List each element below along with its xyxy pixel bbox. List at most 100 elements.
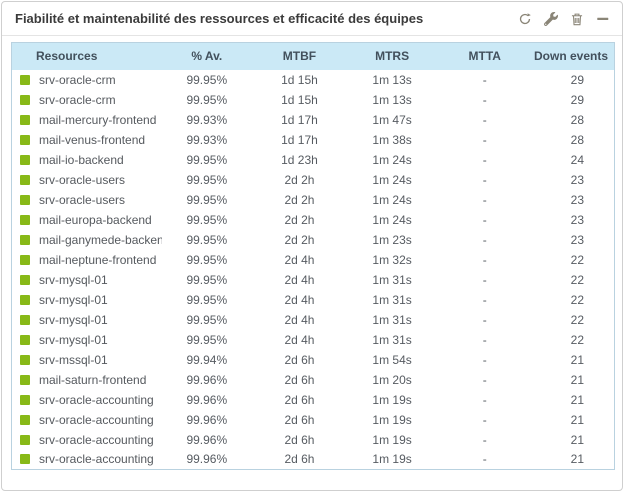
status-ok-icon bbox=[20, 154, 30, 165]
status-ok-icon bbox=[20, 174, 30, 185]
down-events-value: 22 bbox=[532, 329, 615, 350]
resource-name: srv-mysql-01 bbox=[39, 312, 108, 327]
table-row[interactable]: mail-venus-frontend 99.93% 1d 17h 1m 38s… bbox=[11, 129, 615, 150]
availability-value: 99.95% bbox=[161, 229, 252, 250]
table-row[interactable]: srv-oracle-accounting 99.96% 2d 6h 1m 19… bbox=[11, 409, 615, 430]
table-row[interactable]: mail-mercury-frontend 99.93% 1d 17h 1m 4… bbox=[11, 109, 615, 130]
mtrs-value: 1m 24s bbox=[347, 149, 438, 170]
table-header: Resources % Av. MTBF MTRS MTTA Down even… bbox=[11, 42, 615, 70]
table-row[interactable]: srv-mysql-01 99.95% 2d 4h 1m 31s - 22 bbox=[11, 289, 615, 310]
column-header-availability[interactable]: % Av. bbox=[161, 42, 252, 70]
mtrs-value: 1m 19s bbox=[347, 409, 438, 430]
mtrs-value: 1m 24s bbox=[347, 189, 438, 210]
down-events-value: 28 bbox=[532, 109, 615, 130]
table-row[interactable]: srv-oracle-crm 99.95% 1d 15h 1m 13s - 29 bbox=[11, 89, 615, 110]
availability-value: 99.93% bbox=[161, 129, 252, 150]
mtrs-value: 1m 24s bbox=[347, 169, 438, 190]
status-ok-icon bbox=[20, 434, 30, 445]
down-events-value: 29 bbox=[532, 89, 615, 110]
down-events-value: 24 bbox=[532, 149, 615, 170]
resource-name: mail-io-backend bbox=[39, 152, 124, 167]
mtbf-value: 2d 2h bbox=[251, 209, 348, 230]
column-header-mtrs[interactable]: MTRS bbox=[347, 42, 438, 70]
resource-name: srv-oracle-users bbox=[39, 172, 126, 187]
table-row[interactable]: mail-neptune-frontend 99.95% 2d 4h 1m 32… bbox=[11, 249, 615, 270]
table-row[interactable]: srv-mysql-01 99.95% 2d 4h 1m 31s - 22 bbox=[11, 309, 615, 330]
availability-value: 99.93% bbox=[161, 109, 252, 130]
mtbf-value: 2d 2h bbox=[251, 189, 348, 210]
mtrs-value: 1m 13s bbox=[347, 69, 438, 90]
availability-value: 99.96% bbox=[161, 429, 252, 450]
mtrs-value: 1m 54s bbox=[347, 349, 438, 370]
mtrs-value: 1m 19s bbox=[347, 449, 438, 470]
mtta-value: - bbox=[437, 409, 533, 430]
mtta-value: - bbox=[437, 209, 533, 230]
resource-name: mail-europa-backend bbox=[39, 212, 152, 227]
collapse-icon[interactable] bbox=[595, 11, 610, 26]
resource-name: mail-venus-frontend bbox=[39, 132, 146, 147]
table-row[interactable]: srv-mysql-01 99.95% 2d 4h 1m 31s - 22 bbox=[11, 329, 615, 350]
column-header-down-events[interactable]: Down events bbox=[532, 42, 615, 70]
availability-value: 99.95% bbox=[161, 209, 252, 230]
wrench-icon[interactable] bbox=[543, 11, 558, 26]
mtbf-value: 2d 4h bbox=[251, 289, 348, 310]
table-row[interactable]: mail-europa-backend 99.95% 2d 2h 1m 24s … bbox=[11, 209, 615, 230]
mtta-value: - bbox=[437, 129, 533, 150]
mtta-value: - bbox=[437, 329, 533, 350]
mtta-value: - bbox=[437, 249, 533, 270]
table-row[interactable]: mail-saturn-frontend 99.96% 2d 6h 1m 20s… bbox=[11, 369, 615, 390]
table-row[interactable]: srv-mysql-01 99.95% 2d 4h 1m 31s - 22 bbox=[11, 269, 615, 290]
status-ok-icon bbox=[20, 214, 30, 225]
resource-name: mail-saturn-frontend bbox=[39, 372, 147, 387]
column-header-mtbf[interactable]: MTBF bbox=[251, 42, 348, 70]
widget-header: Fiabilité et maintenabilité des ressourc… bbox=[2, 2, 622, 36]
down-events-value: 21 bbox=[532, 449, 615, 470]
availability-value: 99.95% bbox=[161, 249, 252, 270]
status-ok-icon bbox=[20, 334, 30, 345]
down-events-value: 28 bbox=[532, 129, 615, 150]
mtrs-value: 1m 13s bbox=[347, 89, 438, 110]
table-row[interactable]: srv-oracle-accounting 99.96% 2d 6h 1m 19… bbox=[11, 389, 615, 410]
table-row[interactable]: srv-oracle-users 99.95% 2d 2h 1m 24s - 2… bbox=[11, 169, 615, 190]
table-row[interactable]: srv-oracle-accounting 99.96% 2d 6h 1m 19… bbox=[11, 429, 615, 450]
column-header-resources[interactable]: Resources bbox=[11, 42, 162, 70]
resource-name: mail-mercury-frontend bbox=[39, 112, 157, 127]
down-events-value: 23 bbox=[532, 189, 615, 210]
mtta-value: - bbox=[437, 69, 533, 90]
mtrs-value: 1m 47s bbox=[347, 109, 438, 130]
table-row[interactable]: srv-oracle-crm 99.95% 1d 15h 1m 13s - 29 bbox=[11, 69, 615, 90]
mtbf-value: 2d 6h bbox=[251, 349, 348, 370]
down-events-value: 21 bbox=[532, 389, 615, 410]
down-events-value: 21 bbox=[532, 349, 615, 370]
table-row[interactable]: mail-ganymede-backend 99.95% 2d 2h 1m 23… bbox=[11, 229, 615, 250]
resource-name: srv-oracle-crm bbox=[39, 92, 116, 107]
table-row[interactable]: srv-oracle-accounting 99.96% 2d 6h 1m 19… bbox=[11, 449, 615, 470]
availability-value: 99.95% bbox=[161, 89, 252, 110]
down-events-value: 22 bbox=[532, 289, 615, 310]
mtbf-value: 2d 2h bbox=[251, 229, 348, 250]
status-ok-icon bbox=[20, 194, 30, 205]
availability-value: 99.95% bbox=[161, 309, 252, 330]
mtbf-value: 2d 6h bbox=[251, 369, 348, 390]
mtta-value: - bbox=[437, 429, 533, 450]
mtta-value: - bbox=[437, 349, 533, 370]
table-row[interactable]: mail-io-backend 99.95% 1d 23h 1m 24s - 2… bbox=[11, 149, 615, 170]
trash-icon[interactable] bbox=[569, 11, 584, 26]
status-ok-icon bbox=[20, 134, 30, 145]
mtrs-value: 1m 31s bbox=[347, 289, 438, 310]
down-events-value: 21 bbox=[532, 369, 615, 390]
resource-name: srv-oracle-accounting bbox=[39, 412, 154, 427]
mtrs-value: 1m 24s bbox=[347, 209, 438, 230]
column-header-mtta[interactable]: MTTA bbox=[437, 42, 533, 70]
resource-name: srv-mysql-01 bbox=[39, 332, 108, 347]
resource-name: srv-oracle-accounting bbox=[39, 432, 154, 447]
table-row[interactable]: srv-oracle-users 99.95% 2d 2h 1m 24s - 2… bbox=[11, 189, 615, 210]
availability-value: 99.94% bbox=[161, 349, 252, 370]
refresh-icon[interactable] bbox=[517, 11, 532, 26]
table-header-row: Resources % Av. MTBF MTRS MTTA Down even… bbox=[11, 42, 615, 70]
status-ok-icon bbox=[20, 274, 30, 285]
resource-name: srv-oracle-accounting bbox=[39, 452, 154, 467]
widget-body: Resources % Av. MTBF MTRS MTTA Down even… bbox=[2, 36, 622, 470]
table-row[interactable]: srv-mssql-01 99.94% 2d 6h 1m 54s - 21 bbox=[11, 349, 615, 370]
